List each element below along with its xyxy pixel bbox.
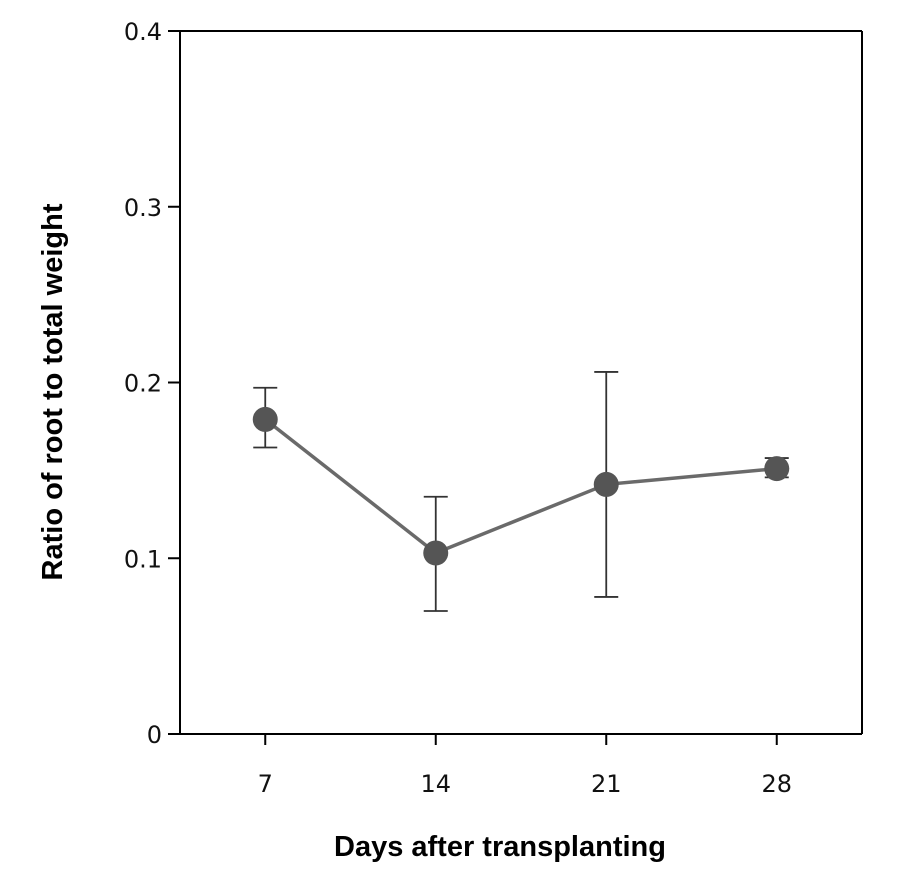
y-tick-label: 0.1 xyxy=(124,545,162,573)
x-axis-ticks: 7 14 21 28 xyxy=(258,734,792,798)
y-axis-ticks: 0 0.1 0.2 0.3 0.4 xyxy=(124,18,180,749)
y-axis-title: Ratio of root to total weight xyxy=(37,203,69,580)
y-tick-label: 0.3 xyxy=(124,194,162,222)
axes xyxy=(179,30,863,735)
data-point xyxy=(593,471,619,497)
data-point xyxy=(764,456,790,482)
x-axis-title: Days after transplanting xyxy=(334,831,666,863)
x-tick-label: 7 xyxy=(258,770,273,798)
series-line xyxy=(264,418,777,555)
error-bars xyxy=(253,371,789,612)
x-tick-label: 28 xyxy=(761,770,792,798)
x-tick-label: 14 xyxy=(420,770,451,798)
y-tick-label: 0.2 xyxy=(124,370,162,398)
x-tick-label: 21 xyxy=(591,770,622,798)
data-point xyxy=(252,406,278,432)
series-lines xyxy=(264,418,777,555)
y-tick-label: 0.4 xyxy=(124,18,162,46)
data-points xyxy=(252,406,790,566)
y-tick-label: 0 xyxy=(147,721,162,749)
data-point xyxy=(423,540,449,566)
